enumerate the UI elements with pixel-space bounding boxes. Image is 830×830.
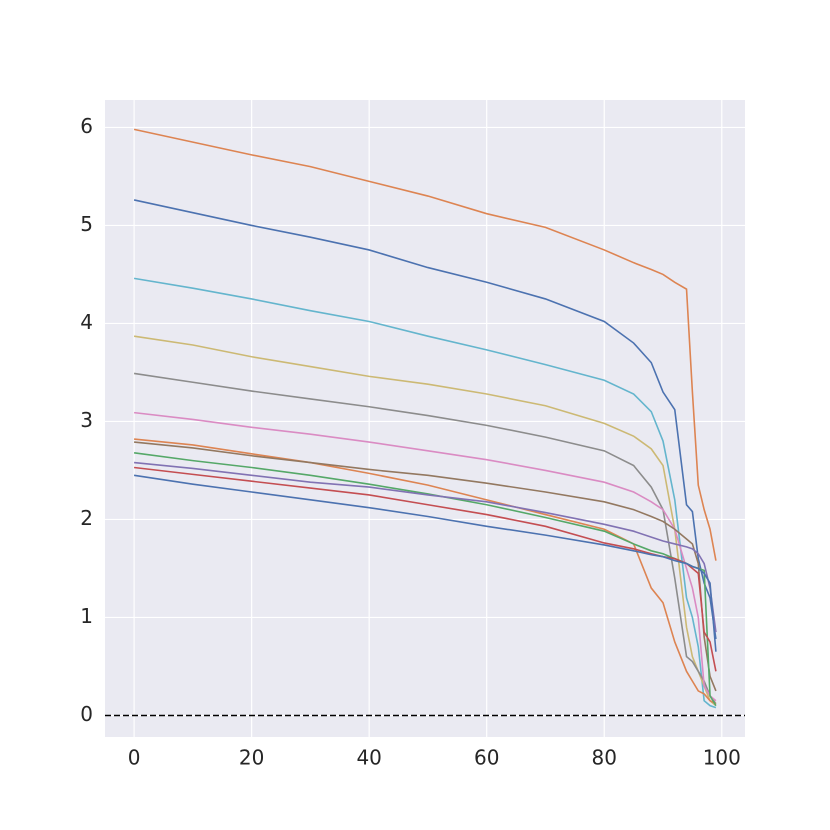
y-tick-label: 5 (80, 212, 93, 236)
x-tick-label: 0 (128, 746, 141, 770)
y-tick-label: 2 (80, 506, 93, 530)
y-tick-label: 0 (80, 702, 93, 726)
y-tick-label: 6 (80, 114, 93, 138)
x-tick-label: 80 (592, 746, 617, 770)
x-tick-label: 20 (239, 746, 264, 770)
y-tick-label: 3 (80, 408, 93, 432)
x-tick-label: 100 (703, 746, 741, 770)
y-tick-label: 1 (80, 604, 93, 628)
series-line (133, 411, 717, 702)
series-line (134, 461, 717, 633)
series-line (134, 441, 717, 692)
series-line (133, 128, 717, 561)
series-line (133, 474, 717, 652)
x-tick-label: 40 (356, 746, 381, 770)
x-tick-label: 60 (474, 746, 499, 770)
series-line (133, 277, 717, 709)
series-line (133, 466, 717, 672)
series-line (133, 372, 717, 705)
y-tick-label: 4 (80, 310, 93, 334)
plot-area (105, 100, 745, 737)
series-line (133, 199, 717, 640)
